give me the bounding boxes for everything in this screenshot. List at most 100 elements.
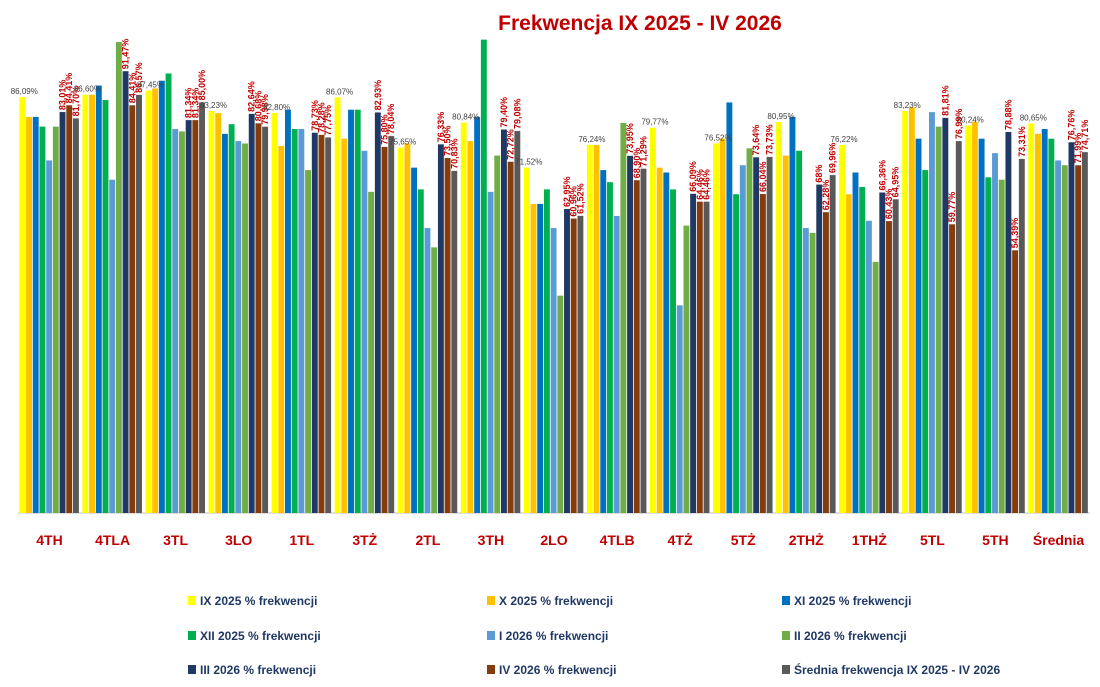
bar-4tla-s2 <box>95 85 102 514</box>
category-label: 5TH <box>982 532 1008 548</box>
legend-label: IX 2025 % frekwencji <box>200 594 317 608</box>
bar-średnia-s8 <box>1081 152 1088 513</box>
bar-5tl-s3 <box>922 170 929 513</box>
bar-1tl-s2 <box>285 109 291 513</box>
data-label: 78,04% <box>386 104 396 135</box>
bar-5th-s7 <box>1012 250 1019 514</box>
bar-5tl-s5 <box>935 126 942 513</box>
bar-3tl-s0 <box>145 90 152 514</box>
data-label: 91,47% <box>121 39 131 70</box>
data-label: 79,77% <box>641 118 668 127</box>
bar-5tl-s6 <box>942 117 949 514</box>
bar-5tl-s0 <box>902 111 909 513</box>
data-label: 71,52% <box>515 158 542 167</box>
bar-4tlb-s5 <box>620 122 627 513</box>
data-label: 80,95% <box>767 112 794 121</box>
data-label: 76,76% <box>1067 110 1077 141</box>
data-label: 81,70% <box>71 86 81 117</box>
legend-label: Średnia frekwencja IX 2025 - IV 2026 <box>794 662 1000 677</box>
bar-5th-s3 <box>985 177 992 513</box>
data-label: 73,31% <box>1017 126 1027 157</box>
bar-1tl-s1 <box>278 145 285 514</box>
bar-3tl-s5 <box>179 131 185 513</box>
data-label: 60,96% <box>569 186 579 217</box>
bar-4tż-s3 <box>670 189 676 513</box>
bar-4tlb-s6 <box>627 155 634 513</box>
bar-3lo-s0 <box>208 111 215 513</box>
bar-5tż-s8 <box>766 156 773 513</box>
bar-4tla-s8 <box>136 94 142 514</box>
data-label: 82,64% <box>247 81 257 112</box>
bar-1tl-s7 <box>318 134 325 513</box>
bar-2lo-s1 <box>530 203 537 513</box>
legend: IX 2025 % frekwencji X 2025 % frekwencji X… <box>188 594 1000 677</box>
data-label: 59,77% <box>947 192 957 223</box>
category-label: 3TL <box>163 532 188 548</box>
bar-4th-s5 <box>52 126 59 513</box>
bar-2thż-s8 <box>829 175 836 513</box>
bar-2tl-s6 <box>437 144 444 513</box>
bar-1tl-s8 <box>325 137 332 513</box>
bars-layer <box>19 39 1088 514</box>
data-label: 83,23% <box>894 101 921 110</box>
bar-4tlb-s2 <box>600 170 607 513</box>
bar-4th-s4 <box>46 160 53 513</box>
data-label: 79,98% <box>260 94 270 125</box>
bar-1tl-s6 <box>311 132 318 514</box>
category-label: 1TL <box>289 532 314 548</box>
data-label: 74,71% <box>1080 120 1090 151</box>
legend-swatch <box>188 665 196 674</box>
legend-swatch <box>487 596 495 605</box>
bar-3th-s5 <box>494 155 501 513</box>
bar-1thż-s4 <box>865 220 872 513</box>
bar-1thż-s0 <box>839 144 846 514</box>
bar-5th-s2 <box>978 138 985 513</box>
legend-swatch <box>188 631 196 640</box>
category-labels-layer: 4TH 4TLA 3TL 3LO 1TL 3TŻ 2TL 3TH 2LO 4TLB 4TŻ 5TŻ 2T… <box>36 531 1084 548</box>
category-label: 2LO <box>540 532 567 548</box>
bar-2tl-s2 <box>411 167 418 513</box>
bar-2lo-s0 <box>523 167 530 513</box>
bar-3tż-s0 <box>334 97 341 513</box>
bar-średnia-s6 <box>1068 142 1075 513</box>
legend-label: XI 2025 % frekwencji <box>794 594 911 608</box>
category-label: 2TL <box>415 532 440 548</box>
data-label: 72,72% <box>506 129 516 160</box>
bar-4tlb-s7 <box>633 180 640 513</box>
bar-2lo-s5 <box>557 295 564 513</box>
data-label: 76,24% <box>578 135 605 144</box>
data-label: 83,01% <box>58 80 68 111</box>
bar-1thż-s8 <box>892 199 899 514</box>
bar-5tż-s0 <box>713 143 719 513</box>
data-label: 86,60% <box>74 85 101 94</box>
category-label: 2THŻ <box>789 532 824 548</box>
bar-4tla-s4 <box>109 179 116 514</box>
bar-3lo-s4 <box>235 141 242 513</box>
bar-4th-s8 <box>72 118 79 513</box>
data-label: 82,93% <box>373 80 383 111</box>
bar-4tż-s5 <box>683 225 690 513</box>
data-label: 69,96% <box>828 143 838 174</box>
bar-2tl-s8 <box>451 170 458 513</box>
data-label: 64,95% <box>891 167 901 198</box>
data-label: 82,80% <box>263 103 290 112</box>
data-label: 80,68% <box>253 91 263 122</box>
legend-swatch <box>487 665 495 674</box>
value-labels-layer: 86,09% 83,01%84,41%81,70%86,60%91,47%84,4… <box>11 39 1090 249</box>
bar-2lo-s2 <box>537 203 544 513</box>
bar-5th-s6 <box>1005 132 1012 513</box>
bar-3tż-s2 <box>348 109 354 513</box>
bar-5tl-s4 <box>929 112 935 514</box>
data-label: 75,65% <box>389 138 416 147</box>
data-label: 64,46% <box>702 169 712 200</box>
bar-średnia-s7 <box>1075 165 1082 514</box>
legend-label: X 2025 % frekwencji <box>499 594 613 608</box>
bar-4tż-s6 <box>690 193 697 514</box>
bar-1tl-s4 <box>298 129 305 513</box>
bar-3th-s6 <box>500 129 507 513</box>
bar-3lo-s7 <box>255 123 262 513</box>
bar-1thż-s2 <box>852 172 859 514</box>
bar-3tl-s4 <box>172 129 179 513</box>
bar-3th-s1 <box>467 141 474 513</box>
